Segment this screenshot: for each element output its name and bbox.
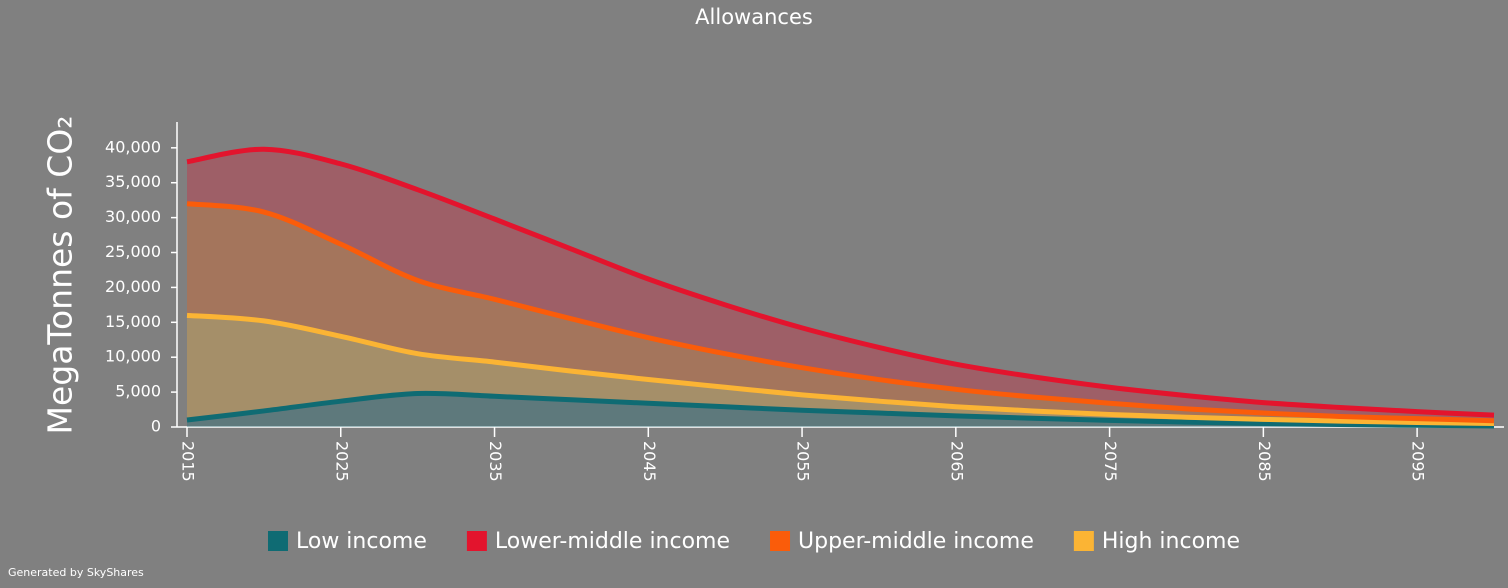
area bbox=[187, 149, 1494, 421]
legend-label: Low income bbox=[296, 529, 427, 554]
x-tick-label: 2045 bbox=[640, 441, 659, 482]
x-tick-label: 2035 bbox=[486, 441, 505, 482]
y-tick-label: 25,000 bbox=[105, 242, 161, 261]
legend-swatch bbox=[770, 531, 791, 551]
legend-swatch bbox=[1073, 531, 1094, 551]
area bbox=[187, 393, 1494, 427]
x-tick-label: 2095 bbox=[1409, 441, 1428, 482]
y-tick-label: 40,000 bbox=[105, 137, 161, 156]
legend-swatch bbox=[267, 531, 288, 551]
y-tick-label: 15,000 bbox=[105, 312, 161, 331]
y-tick-label: 5,000 bbox=[115, 382, 161, 401]
line bbox=[186, 312, 1495, 427]
footer: Generated by SkyShares bbox=[8, 566, 144, 579]
y-tick-label: 10,000 bbox=[105, 347, 161, 366]
chart-title: Allowances bbox=[695, 5, 813, 29]
y-tick-label: 0 bbox=[151, 417, 161, 436]
line bbox=[186, 390, 1495, 429]
x-tick-label: 2025 bbox=[332, 441, 351, 482]
area bbox=[187, 315, 1494, 426]
line bbox=[186, 146, 1495, 418]
area bbox=[187, 203, 1494, 424]
legend-label: High income bbox=[1102, 529, 1240, 554]
legend-label: Upper-middle income bbox=[798, 529, 1034, 554]
y-tick-label: 35,000 bbox=[105, 172, 161, 191]
x-tick-label: 2075 bbox=[1101, 441, 1120, 482]
legend-swatch bbox=[466, 531, 487, 551]
x-tick-label: 2065 bbox=[947, 441, 966, 482]
y-axis-label: MegaTonnes of CO₂ bbox=[41, 115, 80, 434]
legend-label: Lower-middle income bbox=[495, 529, 730, 554]
x-tick-label: 2085 bbox=[1255, 441, 1274, 482]
y-tick-label: 20,000 bbox=[105, 277, 161, 296]
x-tick-label: 2055 bbox=[794, 441, 813, 482]
line bbox=[186, 201, 1495, 424]
x-tick-label: 2015 bbox=[179, 441, 198, 482]
y-tick-label: 30,000 bbox=[105, 207, 161, 226]
